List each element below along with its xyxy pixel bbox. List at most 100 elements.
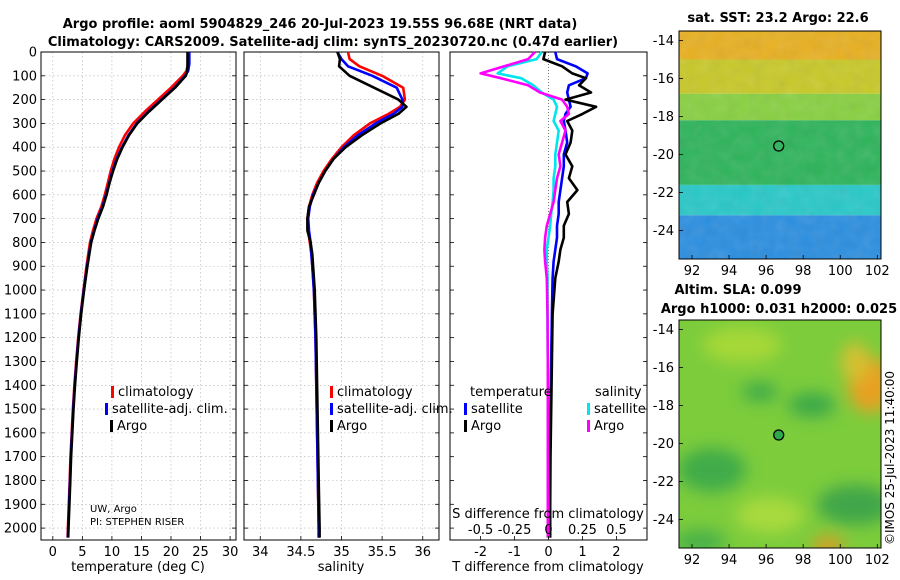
y-tick-label: 1600: [4, 426, 37, 441]
y-tick-label: 1000: [4, 284, 37, 299]
map-x-tick-label: 100: [828, 553, 853, 568]
temperature-panel: 0100200300400500600700800900100011001200…: [4, 46, 238, 576]
sst-noise-texture: [679, 31, 881, 259]
legend-swatch-sal-argo: [587, 420, 590, 432]
series-line-climatology: [66, 52, 190, 538]
map-x-tick-label: 100: [828, 264, 853, 279]
temperature-xlabel: temperature (deg C): [71, 560, 205, 575]
y-tick-label: 600: [12, 188, 37, 203]
legend-label-satellite-adj: satellite-adj. clim.: [337, 402, 453, 417]
map-y-tick-label: -14: [653, 323, 674, 338]
map-x-tick-label: 92: [684, 553, 701, 568]
y-tick-label: 700: [12, 212, 37, 227]
x-tick-label: -1: [508, 545, 521, 560]
s-tick-label: -0.5: [468, 523, 493, 538]
annotation-institution: UW, Argo: [90, 504, 137, 515]
map-y-tick-label: -22: [653, 186, 674, 201]
y-tick-label: 800: [12, 236, 37, 251]
map-x-tick-label: 94: [721, 264, 738, 279]
map-y-tick-label: -20: [653, 437, 674, 452]
y-tick-label: 400: [12, 141, 37, 156]
sla-blob-yellow: [841, 342, 869, 382]
legend-label-satellite-adj: satellite-adj. clim.: [112, 402, 228, 417]
sla-map-ticks: 92 94 96 98 100 102 -14 -16 -18 -20 -22 -24: [653, 323, 890, 568]
x-tick-label: 25: [192, 545, 209, 560]
map-x-tick-label: 96: [758, 553, 775, 568]
map-y-tick-label: -16: [653, 72, 674, 87]
map-x-tick-label: 94: [721, 553, 738, 568]
series-line-argo: [306, 51, 408, 538]
map-y-tick-label: -18: [653, 110, 674, 125]
x-tick-label: 35: [333, 545, 350, 560]
legend-title-salinity: salinity: [595, 385, 642, 400]
legend-label-sal-satellite: satellite: [594, 402, 646, 417]
sla-blob-dark: [679, 530, 726, 548]
map-x-tick-label: 102: [865, 553, 890, 568]
difference-ticks: -2 -1 0 1 2 -0.5 -0.25 0 0.25 0.5: [450, 51, 647, 560]
temperature-axes: [40, 51, 237, 541]
x-tick-label: 2: [612, 545, 620, 560]
sst-map-ticks: 92 94 96 98 100 102 -14 -16 -18 -20 -22 -24: [653, 34, 890, 279]
temperature-ticks: 0100200300400500600700800900100011001200…: [4, 46, 238, 561]
y-tick-label: 1500: [4, 403, 37, 418]
salinity-panel: 34 34.5 35 35.5 36 salinity climatology sate…: [243, 51, 453, 575]
difference-xlabel: T difference from climatology: [451, 560, 644, 575]
map-y-tick-label: -22: [653, 475, 674, 490]
difference-panel: -2 -1 0 1 2 -0.5 -0.25 0 0.25 0.5 S difference fr…: [449, 51, 648, 575]
sst-map-title: sat. SST: 23.2 Argo: 22.6: [687, 11, 868, 26]
sla-blob-light: [736, 497, 804, 533]
salinity-xlabel: salinity: [318, 560, 365, 575]
sla-blob-dark: [679, 448, 746, 492]
map-x-tick-label: 96: [758, 264, 775, 279]
x-tick-label: 0: [49, 545, 57, 560]
sst-map: sat. SST: 23.2 Argo: 22.6 92 94 96 98 100 102…: [653, 11, 890, 279]
map-x-tick-label: 98: [795, 553, 812, 568]
series-line-salinity-argo: [479, 51, 571, 538]
x-tick-label: 10: [104, 545, 121, 560]
y-tick-label: 1800: [4, 474, 37, 489]
sla-profile-location-marker: [773, 429, 785, 441]
series-line-temperature-argo: [542, 51, 598, 538]
y-tick-label: 1100: [4, 307, 37, 322]
legend-label-temp-satellite: satellite: [471, 402, 523, 417]
map-x-tick-label: 92: [684, 264, 701, 279]
sla-blob-dark: [788, 393, 836, 417]
map-x-tick-label: 102: [865, 264, 890, 279]
s-tick-label: 0.25: [568, 523, 597, 538]
y-tick-label: 100: [12, 69, 37, 84]
map-y-tick-label: -24: [653, 513, 674, 528]
sla-anomaly-blobs: [679, 327, 881, 548]
x-tick-label: 15: [133, 545, 150, 560]
x-tick-label: 5: [78, 545, 86, 560]
salinity-grid: [244, 51, 439, 540]
sla-map-subtitle: Argo h1000: 0.031 h2000: 0.025: [661, 302, 897, 317]
legend-swatch-climatology: [111, 386, 114, 398]
difference-legend-salinity: salinity satellite Argo: [587, 385, 646, 434]
y-tick-label: 300: [12, 117, 37, 132]
map-y-tick-label: -16: [653, 361, 674, 376]
legend-swatch-temp-satellite: [464, 403, 467, 415]
legend-swatch-climatology: [330, 386, 333, 398]
salinity-ticks: 34 34.5 35 35.5 36: [244, 51, 439, 560]
sla-blob-dark: [817, 485, 881, 525]
map-y-tick-label: -18: [653, 399, 674, 414]
y-tick-label: 1900: [4, 498, 37, 513]
x-tick-label: 34: [252, 545, 269, 560]
figure-title-line2: Climatology: CARS2009. Satellite-adj cli…: [48, 35, 618, 50]
legend-swatch-temp-argo: [464, 420, 467, 432]
sla-map-title: Altim. SLA: 0.099: [675, 283, 802, 298]
figure-title-line1: Argo profile: aoml 5904829_246 20-Jul-20…: [63, 17, 578, 32]
annotation-pi: PI: STEPHEN RISER: [90, 517, 184, 528]
y-tick-label: 900: [12, 260, 37, 275]
x-tick-label: 0: [544, 545, 552, 560]
x-tick-label: 36: [414, 545, 431, 560]
difference-top-xlabel: S difference from climatology: [452, 507, 644, 522]
y-tick-label: 1700: [4, 450, 37, 465]
map-y-tick-label: -20: [653, 148, 674, 163]
difference-legend-temperature: temperature satellite Argo: [464, 385, 552, 434]
s-tick-label: 0.5: [606, 523, 627, 538]
sla-blob-dark: [742, 383, 778, 401]
x-tick-label: 30: [222, 545, 239, 560]
s-tick-label: -0.25: [498, 523, 532, 538]
y-tick-label: 1200: [4, 331, 37, 346]
